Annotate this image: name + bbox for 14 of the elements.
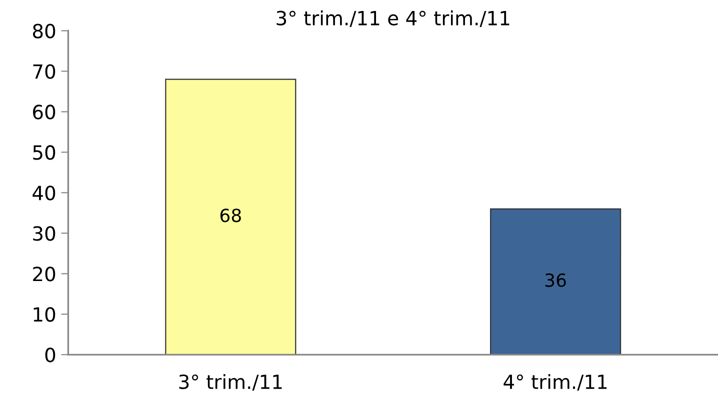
data-label: 68	[220, 208, 241, 222]
y-tick-label: 70	[33, 64, 56, 79]
y-tick-label: 60	[33, 104, 56, 120]
y-tick-label: 30	[33, 226, 56, 241]
y-tick-label: 0	[45, 348, 56, 362]
y-tick-label: 50	[33, 145, 56, 160]
y-tick-label: 10	[34, 307, 56, 322]
chart-title: 3° trim./11 e 4° trim./11	[276, 10, 510, 27]
y-tick-label: 40	[32, 186, 56, 200]
data-label: 36	[545, 273, 566, 288]
y-tick-label: 20	[33, 266, 56, 282]
x-tick-label: 4° trim./11	[504, 374, 607, 391]
y-tick-label: 80	[32, 24, 56, 38]
x-tick-label: 3° trim./11	[179, 374, 282, 391]
